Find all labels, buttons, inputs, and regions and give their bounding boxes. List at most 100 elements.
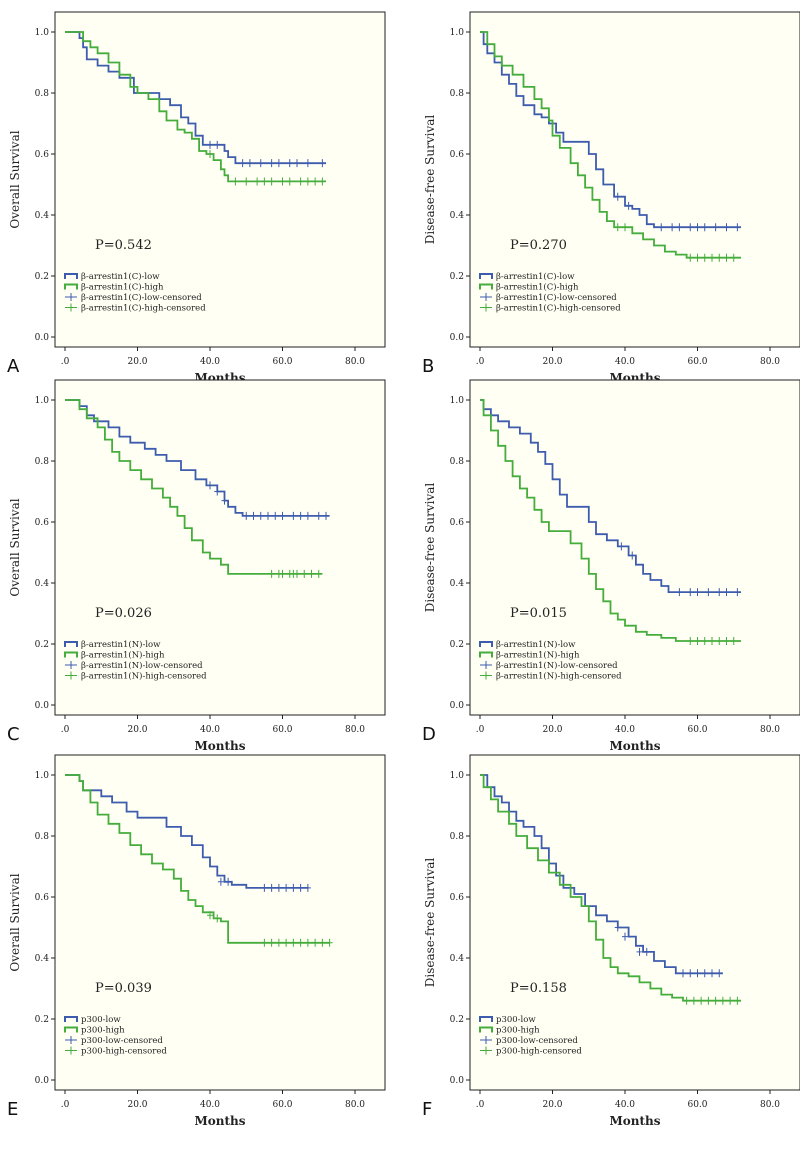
x-axis-label: Months (194, 739, 245, 753)
legend-entry: β-arrestin1(N)-low-censored (81, 660, 203, 671)
legend-entry: p300-low (496, 1015, 536, 1025)
legend-line-swatch (64, 283, 78, 290)
censor-mark (265, 511, 271, 520)
censor-mark (730, 253, 737, 262)
y-tick-label: 0.4 (35, 579, 50, 589)
censor-mark (297, 177, 304, 186)
y-tick-label: 0.0 (450, 1076, 465, 1086)
y-tick-label: 1.0 (450, 396, 465, 406)
x-tick-label: 80.0 (345, 1100, 365, 1110)
y-tick-label: 0.6 (450, 518, 465, 528)
censor-mark (716, 969, 723, 978)
y-tick-label: 0.8 (35, 832, 50, 842)
censor-mark (625, 201, 632, 210)
legend-entry: β-arrestin1(N)-high (496, 650, 580, 661)
y-tick-label: 0.6 (35, 150, 50, 160)
legend-line-swatch (479, 273, 493, 279)
censor-mark (701, 223, 708, 232)
p-value: P=0.270 (510, 238, 567, 253)
censor-mark (301, 569, 308, 578)
legend-entry: p300-high-censored (81, 1047, 167, 1057)
y-axis-label: Disease-free Survival (423, 858, 437, 988)
y-axis-label: Disease-free Survival (423, 483, 437, 613)
censor-mark (723, 588, 730, 597)
x-axis-label: Months (609, 739, 660, 753)
panel-letter: A (7, 356, 20, 377)
legend-censor-swatch (65, 671, 77, 680)
censor-mark (279, 177, 286, 186)
x-tick-label: 40.0 (615, 357, 635, 367)
censor-mark (614, 923, 621, 932)
censor-mark (286, 177, 293, 186)
censor-mark (709, 969, 715, 978)
censor-mark (701, 969, 708, 978)
censor-mark (712, 996, 719, 1005)
censor-mark (622, 223, 628, 232)
x-tick-label: 20.0 (542, 357, 562, 367)
censor-mark (294, 569, 300, 578)
legend-entry: β-arrestin1(C)-high-censored (496, 303, 621, 314)
censor-mark (712, 223, 719, 232)
y-tick-label: 1.0 (450, 771, 465, 781)
censor-mark (676, 588, 683, 597)
censor-mark (214, 914, 221, 923)
legend-censor-swatch (480, 303, 492, 312)
y-tick-label: 0.4 (450, 954, 465, 964)
censor-mark (643, 947, 650, 956)
panel-letter: E (7, 1099, 18, 1120)
censor-mark (232, 177, 239, 186)
censor-mark (290, 938, 297, 947)
legend-entry: β-arrestin1(N)-low-censored (496, 660, 618, 671)
x-axis-label: Months (609, 1114, 660, 1128)
legend-censor-swatch (65, 1046, 77, 1055)
censor-mark (705, 588, 712, 597)
y-tick-label: 0.0 (35, 1076, 50, 1086)
censor-mark (297, 511, 304, 520)
p-value: P=0.039 (95, 981, 152, 996)
x-tick-label: 40.0 (615, 725, 635, 735)
legend-entry: β-arrestin1(C)-low (496, 271, 575, 282)
censor-mark (622, 932, 628, 941)
panel-b: 0.0 0.2 0.4 0.6 0.8 1.0 .0 20.0 40.0 60.0 80.0 Dise… (422, 11, 800, 385)
panel-letter: C (7, 724, 20, 745)
censor-mark (315, 569, 322, 578)
legend-line-swatch (479, 1026, 493, 1033)
censor-mark (730, 636, 737, 645)
censor-mark (275, 159, 282, 168)
legend-entry: p300-high-censored (496, 1047, 582, 1057)
x-tick-label: 60.0 (687, 1100, 707, 1110)
censor-mark (694, 253, 701, 262)
x-tick-label: 80.0 (760, 1100, 780, 1110)
y-tick-label: 1.0 (35, 396, 50, 406)
censor-mark (275, 883, 282, 892)
censor-mark (719, 996, 726, 1005)
censor-mark (705, 996, 712, 1005)
censor-mark (698, 996, 705, 1005)
legend-line-swatch (479, 651, 493, 658)
censor-mark (683, 996, 690, 1005)
censor-mark (694, 969, 701, 978)
y-tick-label: 0.4 (450, 211, 465, 221)
survival-curve-high (65, 774, 330, 944)
censor-mark (716, 588, 723, 597)
legend-line-swatch (479, 641, 493, 647)
y-tick-label: 0.6 (35, 518, 50, 528)
x-tick-label: 40.0 (200, 725, 220, 735)
legend-entry: p300-low-censored (496, 1036, 578, 1046)
y-tick-label: 0.2 (35, 272, 49, 282)
legend-entry: p300-low-censored (81, 1036, 163, 1046)
censor-mark (723, 223, 730, 232)
censor-mark (268, 569, 275, 578)
plot-frame (469, 754, 800, 1091)
censor-mark (217, 877, 224, 886)
censor-mark (716, 636, 723, 645)
censor-mark (319, 938, 326, 947)
censor-mark (239, 159, 246, 168)
y-axis-label: Overall Survival (8, 873, 22, 971)
legend-entry: β-arrestin1(N)-low (81, 639, 161, 650)
censor-mark (290, 883, 297, 892)
censor-mark (257, 159, 264, 168)
y-tick-label: 0.2 (35, 1015, 49, 1025)
censor-mark (636, 947, 643, 956)
x-tick-label: 60.0 (272, 357, 292, 367)
